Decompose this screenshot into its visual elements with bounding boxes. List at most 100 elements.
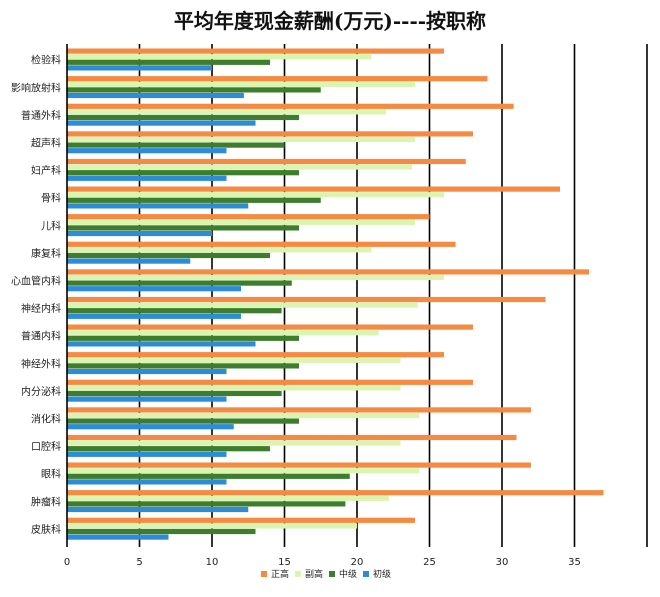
bar bbox=[67, 54, 372, 60]
bar bbox=[67, 92, 244, 99]
bar bbox=[67, 506, 249, 513]
bar bbox=[67, 114, 299, 121]
tick-label: 25 bbox=[423, 557, 436, 568]
legend-swatch bbox=[295, 571, 301, 577]
tick-label: 35 bbox=[568, 557, 581, 568]
tick-label: 10 bbox=[206, 557, 219, 568]
category-label: 眼科 bbox=[41, 468, 61, 481]
legend-swatch bbox=[363, 571, 369, 577]
bar bbox=[67, 528, 256, 535]
category-label: 普通外科 bbox=[21, 109, 61, 122]
category-label: 骨科 bbox=[41, 192, 61, 205]
bar bbox=[67, 313, 241, 319]
bar bbox=[67, 473, 350, 479]
bar bbox=[67, 230, 212, 237]
bar bbox=[67, 446, 270, 452]
bar bbox=[67, 48, 444, 54]
legend-label: 副高 bbox=[305, 568, 323, 580]
bar bbox=[67, 296, 546, 303]
category-label: 口腔科 bbox=[31, 440, 61, 453]
category-label: 心血管内科 bbox=[11, 275, 61, 288]
bar bbox=[67, 501, 346, 507]
bar bbox=[67, 87, 321, 93]
bar bbox=[67, 412, 420, 419]
chart-title: 平均年度现金薪酬(万元)----按职称 bbox=[174, 9, 486, 33]
bar bbox=[67, 407, 531, 413]
category-label: 内分泌科 bbox=[21, 385, 61, 398]
category-label: 儿科 bbox=[41, 219, 61, 232]
category-label: 皮肤科 bbox=[31, 523, 61, 536]
category-label: 神经内科 bbox=[21, 302, 61, 315]
legend-label: 初级 bbox=[373, 568, 391, 580]
bar bbox=[67, 148, 227, 154]
bar bbox=[67, 269, 589, 275]
category-label: 检验科 bbox=[31, 54, 61, 67]
bar bbox=[67, 65, 212, 71]
bar bbox=[67, 434, 517, 441]
bar bbox=[67, 363, 299, 369]
category-label: 超声科 bbox=[31, 137, 61, 150]
category-label: 妇产科 bbox=[31, 164, 61, 177]
bar bbox=[67, 175, 227, 181]
bar bbox=[67, 192, 444, 198]
legend-swatch bbox=[329, 571, 335, 577]
bar bbox=[67, 103, 514, 109]
x-tick-labels: 0 5 10 15 20 25 30 35 bbox=[64, 557, 581, 568]
bar bbox=[67, 352, 444, 358]
bar bbox=[67, 241, 456, 247]
legend: 正高 副高 中级 初级 bbox=[261, 568, 391, 580]
legend-label: 正高 bbox=[271, 568, 289, 580]
bar bbox=[67, 81, 415, 87]
legend-label: 中级 bbox=[339, 568, 357, 580]
legend-swatch bbox=[261, 571, 267, 577]
bar bbox=[67, 286, 241, 292]
bar bbox=[67, 385, 401, 391]
category-label: 普通内科 bbox=[21, 330, 61, 343]
tick-label: 30 bbox=[496, 557, 509, 568]
bar bbox=[67, 396, 227, 402]
bar bbox=[67, 225, 299, 231]
bar bbox=[67, 252, 270, 259]
bar bbox=[67, 136, 415, 143]
bar bbox=[67, 59, 270, 65]
bar bbox=[67, 335, 299, 341]
bar bbox=[67, 164, 413, 170]
category-label: 神经外科 bbox=[21, 357, 61, 370]
bar bbox=[67, 368, 227, 375]
bar bbox=[67, 109, 386, 115]
bar bbox=[67, 258, 191, 264]
gridlines bbox=[138, 44, 648, 547]
tick-label: 15 bbox=[278, 557, 291, 568]
bar bbox=[67, 440, 401, 446]
bar bbox=[67, 274, 444, 281]
bar bbox=[67, 418, 299, 424]
bar bbox=[67, 495, 389, 501]
bar bbox=[67, 379, 473, 385]
bar bbox=[67, 490, 604, 496]
bar bbox=[67, 308, 282, 314]
bar bbox=[67, 324, 473, 330]
bars bbox=[67, 48, 604, 540]
bar bbox=[67, 197, 321, 203]
bar bbox=[67, 158, 466, 165]
bar bbox=[67, 203, 249, 209]
bar bbox=[67, 219, 415, 225]
bar bbox=[67, 280, 292, 286]
bar bbox=[67, 170, 299, 176]
bar bbox=[67, 302, 418, 308]
category-label: 影响放射科 bbox=[11, 81, 61, 94]
bar bbox=[67, 214, 430, 220]
category-label: 消化科 bbox=[31, 413, 61, 426]
bar bbox=[67, 462, 531, 468]
bar bbox=[67, 468, 420, 474]
bar bbox=[67, 357, 401, 363]
category-label: 康复科 bbox=[31, 247, 61, 260]
bar bbox=[67, 131, 473, 137]
tick-label: 0 bbox=[64, 557, 70, 568]
bar bbox=[67, 247, 372, 253]
bar bbox=[67, 424, 234, 430]
bar bbox=[67, 330, 379, 336]
tick-label: 20 bbox=[351, 557, 364, 568]
bar bbox=[67, 451, 227, 457]
